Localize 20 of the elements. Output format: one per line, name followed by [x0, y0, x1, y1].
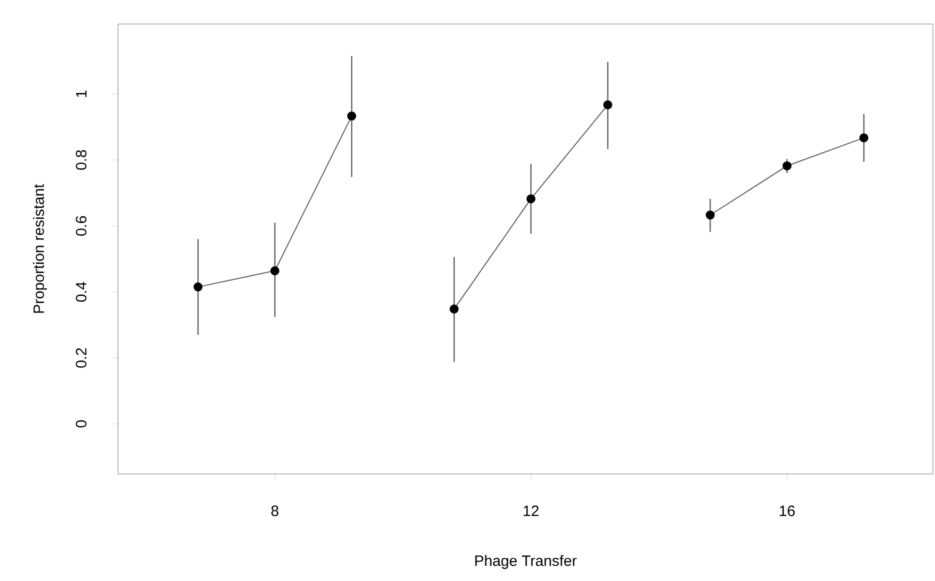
y-tick-label: 0.2	[76, 348, 86, 368]
y-tick-label: 0	[76, 420, 86, 428]
point	[526, 194, 536, 204]
point	[782, 161, 792, 170]
y-tick-label: 1	[76, 90, 86, 97]
point	[194, 282, 203, 292]
point	[706, 210, 715, 220]
x-tick-label: 8	[271, 506, 278, 516]
y-tick-label: 0.6	[76, 216, 86, 236]
point	[603, 100, 612, 110]
y-axis-title: Proportion resistant	[33, 184, 47, 313]
point	[347, 112, 356, 121]
x-axis-title: Phage Transfer	[475, 555, 577, 569]
point	[859, 133, 868, 142]
y-tick-label: 0.8	[76, 150, 86, 170]
point	[450, 304, 459, 314]
x-tick-label: 12	[524, 506, 539, 516]
x-tick-label: 16	[780, 506, 795, 516]
point	[270, 266, 280, 276]
y-tick-label: 0.4	[76, 282, 86, 302]
